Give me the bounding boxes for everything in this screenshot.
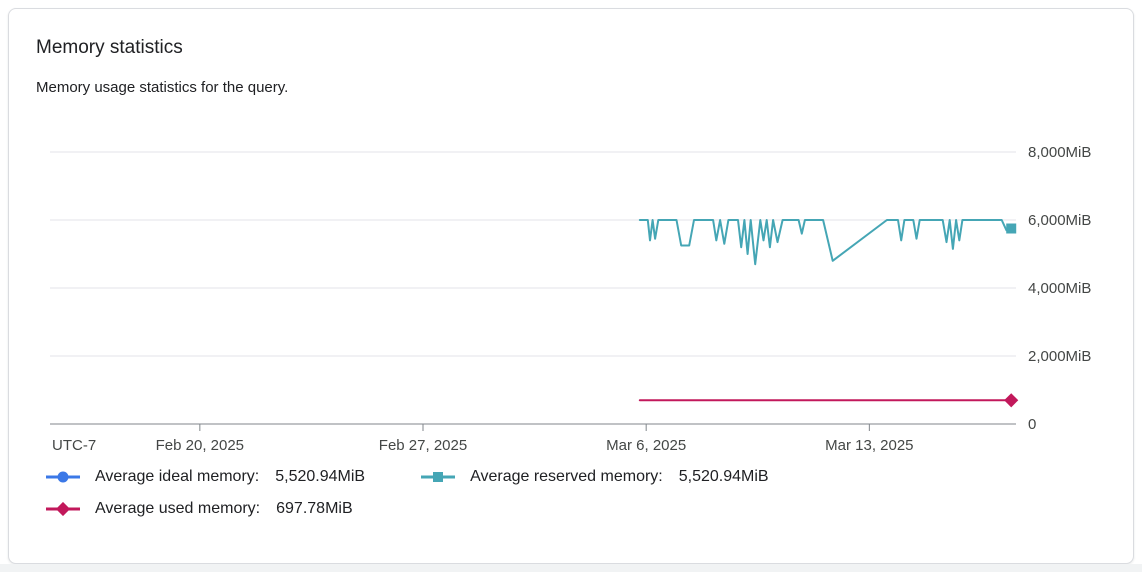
svg-text:8,000MiB: 8,000MiB [1028,144,1091,161]
svg-text:Mar 6, 2025: Mar 6, 2025 [606,437,686,454]
legend-value: 5,520.94MiB [678,468,769,485]
memory-chart: 0 2,000MiB 4,000MiB 6,000MiB 8,000MiB Feb 20,… [50,144,1091,454]
legend-label: Average ideal memory: [95,468,260,485]
svg-text:0: 0 [1028,416,1036,433]
svg-text:6,000MiB: 6,000MiB [1028,212,1091,229]
card-title: Memory statistics [36,37,183,58]
legend-item-reserved-memory[interactable]: Average reserved memory: 5,520.94MiB [420,468,769,486]
legend-value: 697.78MiB [276,500,353,517]
legend-label: Average used memory: [95,500,261,517]
svg-text:Mar 13, 2025: Mar 13, 2025 [825,437,913,454]
svg-text:Feb 20, 2025: Feb 20, 2025 [156,437,244,454]
circle-marker-icon [46,471,80,483]
chart-legend: Average ideal memory: 5,520.94MiB Average … [45,468,1133,518]
svg-text:2,000MiB: 2,000MiB [1028,348,1091,365]
svg-text:UTC-7: UTC-7 [52,437,96,454]
svg-text:Feb 27, 2025: Feb 27, 2025 [379,437,467,454]
svg-text:4,000MiB: 4,000MiB [1028,280,1091,297]
memory-statistics-card: Memory statistics Memory usage statistic… [8,8,1134,564]
legend-label: Average reserved memory: [470,468,663,485]
diamond-marker-icon [46,502,80,516]
legend-value: 5,520.94MiB [275,468,366,485]
square-marker-icon [421,472,456,482]
legend-item-used-memory[interactable]: Average used memory: 697.78MiB [45,500,365,518]
legend-item-ideal-memory[interactable]: Average ideal memory: 5,520.94MiB [45,468,365,486]
page-background-strip [0,564,1142,572]
card-subtitle: Memory usage statistics for the query. [36,79,289,96]
